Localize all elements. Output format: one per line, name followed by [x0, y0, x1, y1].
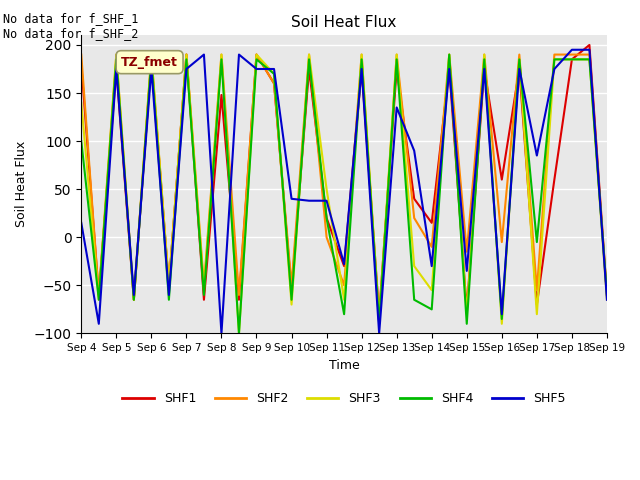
Text: No data for f_SHF_1
No data for f_SHF_2: No data for f_SHF_1 No data for f_SHF_2 [3, 12, 139, 40]
Legend: SHF1, SHF2, SHF3, SHF4, SHF5: SHF1, SHF2, SHF3, SHF4, SHF5 [118, 387, 571, 410]
X-axis label: Time: Time [329, 359, 360, 372]
Title: Soil Heat Flux: Soil Heat Flux [291, 15, 397, 30]
Y-axis label: Soil Heat Flux: Soil Heat Flux [15, 141, 28, 228]
Text: TZ_fmet: TZ_fmet [121, 56, 178, 69]
